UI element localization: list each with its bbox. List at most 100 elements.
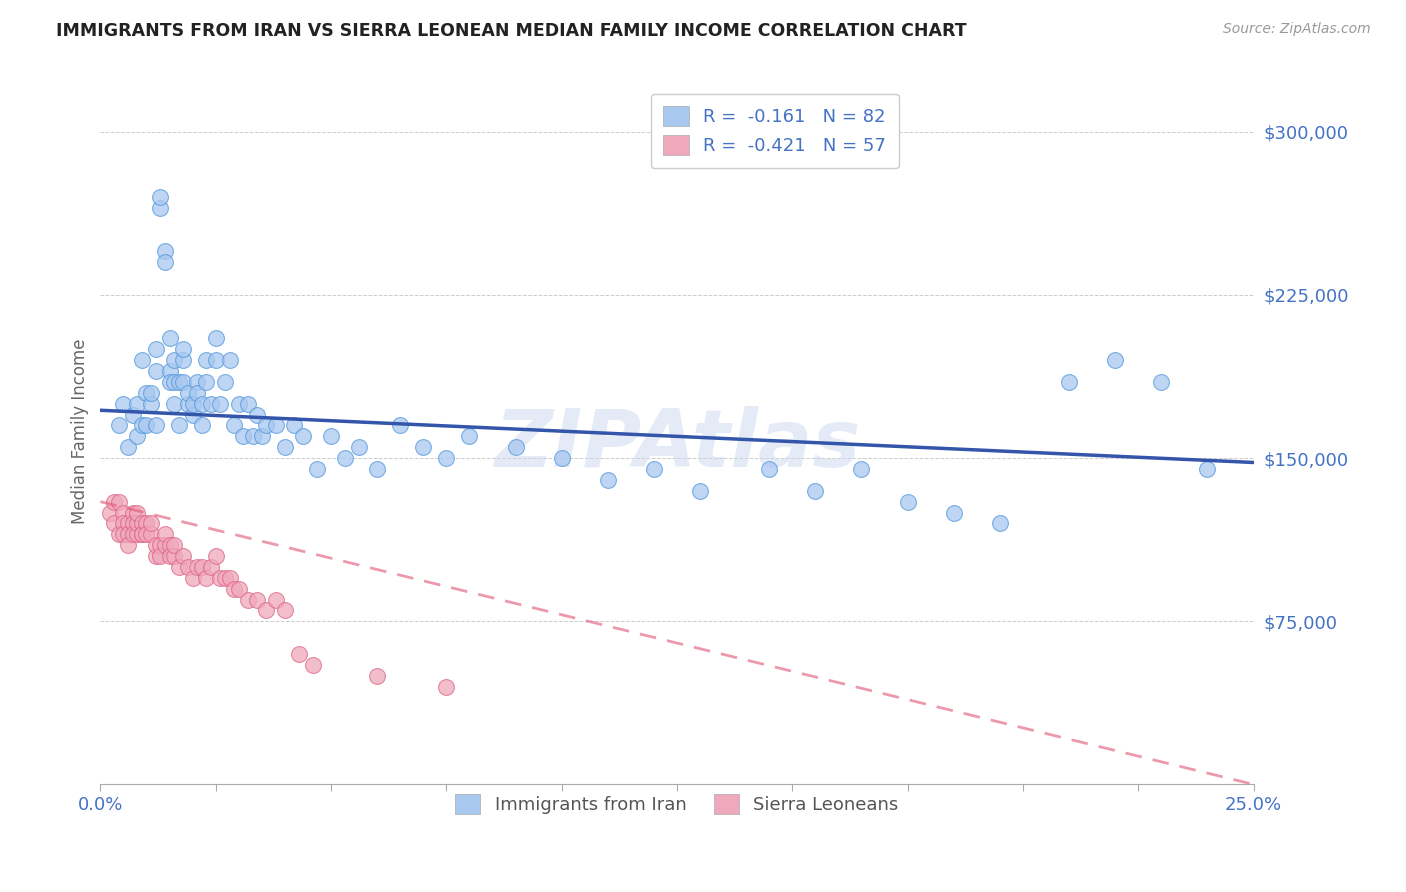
Point [149, 201, 172, 215]
Point [135, 418, 157, 433]
Point [107, 527, 129, 541]
Point [103, 516, 125, 531]
Point [107, 494, 129, 508]
Point [117, 538, 139, 552]
Y-axis label: Median Family Income: Median Family Income [72, 338, 89, 524]
Point [204, 331, 226, 345]
Point [643, 462, 665, 476]
Point [689, 483, 711, 498]
Point [177, 397, 200, 411]
Point [145, 364, 167, 378]
Point [159, 331, 181, 345]
Point [121, 516, 143, 531]
Point [139, 527, 162, 541]
Point [292, 429, 315, 443]
Point [135, 527, 157, 541]
Point [228, 582, 250, 596]
Point [159, 538, 181, 552]
Point [131, 527, 153, 541]
Point [127, 506, 149, 520]
Point [224, 418, 246, 433]
Point [153, 244, 176, 259]
Point [758, 462, 780, 476]
Point [186, 385, 208, 400]
Point [181, 408, 204, 422]
Point [191, 418, 214, 433]
Point [366, 462, 388, 476]
Point [200, 560, 222, 574]
Point [264, 418, 287, 433]
Point [112, 516, 135, 531]
Point [131, 418, 153, 433]
Point [988, 516, 1011, 531]
Point [167, 418, 190, 433]
Point [214, 571, 236, 585]
Point [804, 483, 827, 498]
Point [153, 538, 176, 552]
Point [159, 364, 181, 378]
Point [301, 657, 323, 672]
Point [112, 527, 135, 541]
Text: IMMIGRANTS FROM IRAN VS SIERRA LEONEAN MEDIAN FAMILY INCOME CORRELATION CHART: IMMIGRANTS FROM IRAN VS SIERRA LEONEAN M… [56, 22, 967, 40]
Point [145, 418, 167, 433]
Point [218, 571, 240, 585]
Point [172, 549, 194, 563]
Point [181, 571, 204, 585]
Point [274, 440, 297, 454]
Point [209, 571, 232, 585]
Point [1197, 462, 1219, 476]
Point [246, 592, 269, 607]
Point [135, 385, 157, 400]
Point [236, 592, 259, 607]
Point [172, 353, 194, 368]
Point [307, 462, 329, 476]
Point [127, 429, 149, 443]
Point [214, 375, 236, 389]
Point [107, 418, 129, 433]
Point [942, 506, 965, 520]
Point [127, 397, 149, 411]
Point [127, 527, 149, 541]
Point [117, 516, 139, 531]
Point [204, 549, 226, 563]
Point [232, 429, 254, 443]
Point [186, 560, 208, 574]
Point [159, 549, 181, 563]
Point [121, 408, 143, 422]
Point [153, 527, 176, 541]
Point [434, 680, 457, 694]
Point [177, 560, 200, 574]
Point [153, 255, 176, 269]
Point [333, 451, 356, 466]
Point [200, 397, 222, 411]
Point [254, 603, 277, 617]
Point [434, 451, 457, 466]
Point [117, 527, 139, 541]
Point [250, 429, 273, 443]
Point [145, 538, 167, 552]
Point [159, 375, 181, 389]
Point [191, 397, 214, 411]
Text: ZIPAtlas: ZIPAtlas [494, 406, 860, 484]
Point [163, 353, 186, 368]
Point [131, 353, 153, 368]
Point [224, 582, 246, 596]
Point [172, 375, 194, 389]
Point [149, 190, 172, 204]
Point [121, 527, 143, 541]
Point [163, 397, 186, 411]
Point [897, 494, 920, 508]
Point [195, 571, 218, 585]
Point [163, 549, 186, 563]
Legend: Immigrants from Iran, Sierra Leoneans: Immigrants from Iran, Sierra Leoneans [444, 783, 910, 825]
Point [145, 343, 167, 357]
Point [121, 506, 143, 520]
Point [204, 353, 226, 368]
Point [163, 538, 186, 552]
Point [127, 516, 149, 531]
Point [319, 429, 342, 443]
Point [112, 506, 135, 520]
Point [505, 440, 527, 454]
Point [163, 375, 186, 389]
Point [181, 397, 204, 411]
